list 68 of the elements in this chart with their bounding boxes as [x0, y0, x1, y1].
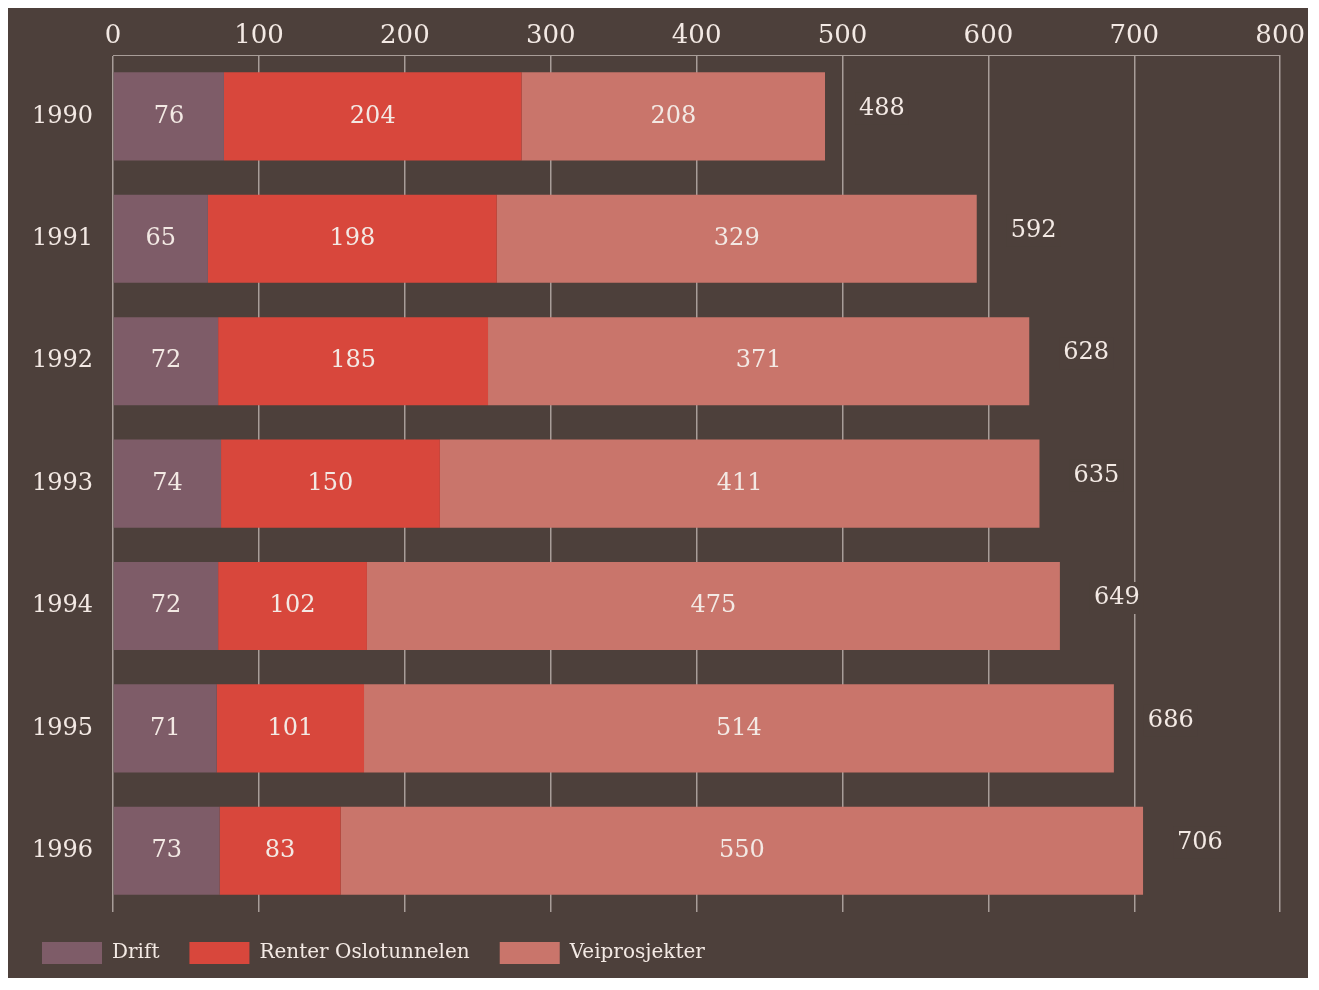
- bar: [496, 194, 977, 283]
- bar: [113, 194, 208, 283]
- x-tick-label: 300: [525, 19, 576, 50]
- data-label: 550: [718, 835, 765, 864]
- bar: [219, 806, 341, 895]
- data-label: 83: [264, 835, 296, 864]
- data-label: 198: [329, 223, 376, 252]
- bar: [113, 317, 219, 406]
- data-label: 101: [267, 712, 314, 741]
- y-tick-label: 1993: [32, 467, 94, 496]
- bar: [113, 684, 217, 773]
- data-label: 71: [149, 712, 181, 741]
- bar: [521, 72, 826, 161]
- y-tick-label: 1996: [32, 835, 94, 864]
- bar: [113, 439, 222, 528]
- data-label: 185: [330, 345, 376, 374]
- data-label: 371: [735, 345, 782, 374]
- total-label: 592: [1010, 215, 1057, 244]
- bar: [218, 561, 367, 651]
- x-tick-label: 600: [963, 19, 1014, 50]
- data-label: 73: [151, 835, 182, 864]
- bar: [113, 72, 224, 161]
- data-label: 150: [307, 467, 354, 496]
- data-label: 74: [152, 467, 183, 496]
- data-label: 475: [690, 590, 737, 619]
- x-tick-label: 0: [104, 19, 122, 50]
- total-label: 628: [1063, 337, 1110, 366]
- x-tick-label: 400: [671, 19, 722, 50]
- total-label: 649: [1093, 582, 1140, 611]
- data-label: 72: [150, 590, 182, 619]
- bar: [221, 439, 440, 528]
- bar: [218, 317, 489, 406]
- bar: [216, 684, 365, 773]
- data-label: 208: [650, 100, 697, 129]
- y-tick-label: 1991: [32, 223, 94, 252]
- data-label: 411: [716, 467, 763, 496]
- x-tick-label: 800: [1255, 19, 1306, 50]
- y-tick-label: 1990: [32, 100, 94, 129]
- data-label: 204: [349, 100, 396, 129]
- bar: [488, 317, 1030, 406]
- x-tick-label: 100: [234, 19, 284, 50]
- bar: [113, 806, 220, 895]
- y-tick-label: 1994: [32, 590, 94, 619]
- data-label: 76: [153, 100, 185, 129]
- x-tick-label: 700: [1109, 19, 1160, 50]
- legend-label: Renter Oslotunnelen: [259, 939, 470, 964]
- y-tick-label: 1995: [32, 712, 94, 741]
- bar: [340, 806, 1144, 895]
- data-label: 102: [269, 590, 316, 619]
- bar: [439, 439, 1040, 528]
- data-label: 329: [713, 223, 760, 252]
- legend-label: Drift: [112, 939, 160, 964]
- data-label: 514: [716, 712, 762, 741]
- data-label: 65: [145, 223, 177, 252]
- bar: [223, 72, 522, 161]
- data-label: 72: [150, 345, 182, 374]
- total-label: 706: [1177, 827, 1223, 856]
- bar: [113, 561, 219, 651]
- y-tick-label: 1992: [32, 345, 94, 374]
- bar: [207, 194, 497, 283]
- x-tick-label: 500: [817, 19, 868, 50]
- bar: [366, 561, 1060, 651]
- total-label: 635: [1073, 459, 1120, 488]
- legend-label: Veiprosjekter: [568, 939, 706, 964]
- total-label: 488: [859, 92, 905, 121]
- x-tick-label: 200: [380, 19, 430, 50]
- total-label: 686: [1147, 704, 1194, 733]
- bar: [364, 684, 1114, 773]
